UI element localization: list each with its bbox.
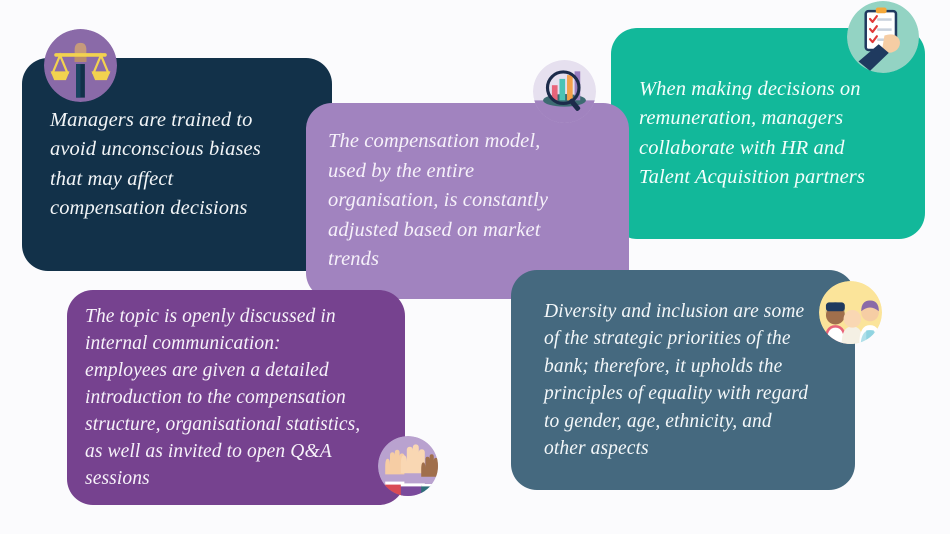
card-managers-bias-text: Managers are trained to avoid unconsciou… xyxy=(50,108,261,220)
card-compensation-model: The compensation model, used by the enti… xyxy=(306,103,629,299)
diverse-people-icon xyxy=(819,281,882,344)
card-remuneration-collaboration: When making decisions on remuneration, m… xyxy=(611,28,925,239)
card-compensation-model-text: The compensation model, used by the enti… xyxy=(328,130,549,271)
scales-icon xyxy=(44,29,117,102)
card-diversity-inclusion: Diversity and inclusion are some of the … xyxy=(511,270,855,490)
card-open-communication: The topic is openly discussed in interna… xyxy=(67,290,405,505)
card-open-communication-text: The topic is openly discussed in interna… xyxy=(85,306,361,489)
card-diversity-inclusion-text: Diversity and inclusion are some of the … xyxy=(544,300,809,460)
raised-hands-icon xyxy=(378,436,438,496)
card-remuneration-collaboration-text: When making decisions on remuneration, m… xyxy=(639,77,865,189)
checklist-clipboard-icon xyxy=(847,1,919,73)
bar-chart-magnifier-icon xyxy=(533,60,596,123)
card-managers-bias: Managers are trained to avoid unconsciou… xyxy=(22,58,332,271)
